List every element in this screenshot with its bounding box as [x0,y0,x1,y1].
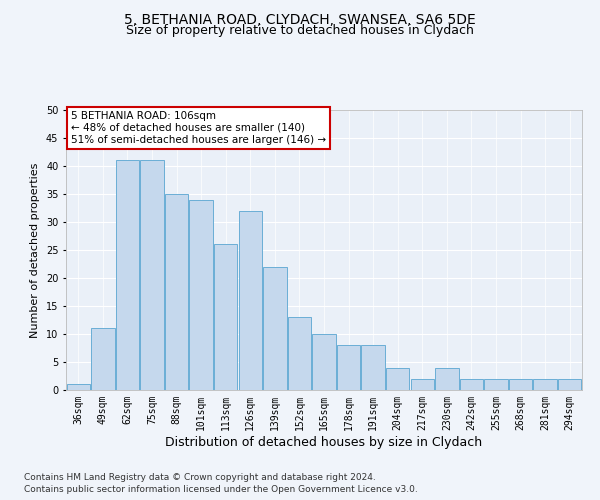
Bar [140,160,164,390]
Bar [91,328,115,390]
Bar [533,379,557,390]
Bar [337,345,360,390]
Bar [558,379,581,390]
Text: Size of property relative to detached houses in Clydach: Size of property relative to detached ho… [126,24,474,37]
Bar [509,379,532,390]
Bar [190,200,213,390]
Text: Contains HM Land Registry data © Crown copyright and database right 2024.: Contains HM Land Registry data © Crown c… [24,472,376,482]
Bar [288,317,311,390]
Bar [313,334,335,390]
Bar [386,368,409,390]
Text: 5 BETHANIA ROAD: 106sqm
← 48% of detached houses are smaller (140)
51% of semi-d: 5 BETHANIA ROAD: 106sqm ← 48% of detache… [71,112,326,144]
Text: Contains public sector information licensed under the Open Government Licence v3: Contains public sector information licen… [24,485,418,494]
Bar [460,379,483,390]
Bar [239,211,262,390]
Bar [165,194,188,390]
Bar [410,379,434,390]
Text: 5, BETHANIA ROAD, CLYDACH, SWANSEA, SA6 5DE: 5, BETHANIA ROAD, CLYDACH, SWANSEA, SA6 … [124,12,476,26]
Bar [214,244,238,390]
Bar [435,368,458,390]
Bar [67,384,90,390]
Bar [361,345,385,390]
X-axis label: Distribution of detached houses by size in Clydach: Distribution of detached houses by size … [166,436,482,448]
Bar [263,267,287,390]
Y-axis label: Number of detached properties: Number of detached properties [31,162,40,338]
Bar [116,160,139,390]
Bar [484,379,508,390]
